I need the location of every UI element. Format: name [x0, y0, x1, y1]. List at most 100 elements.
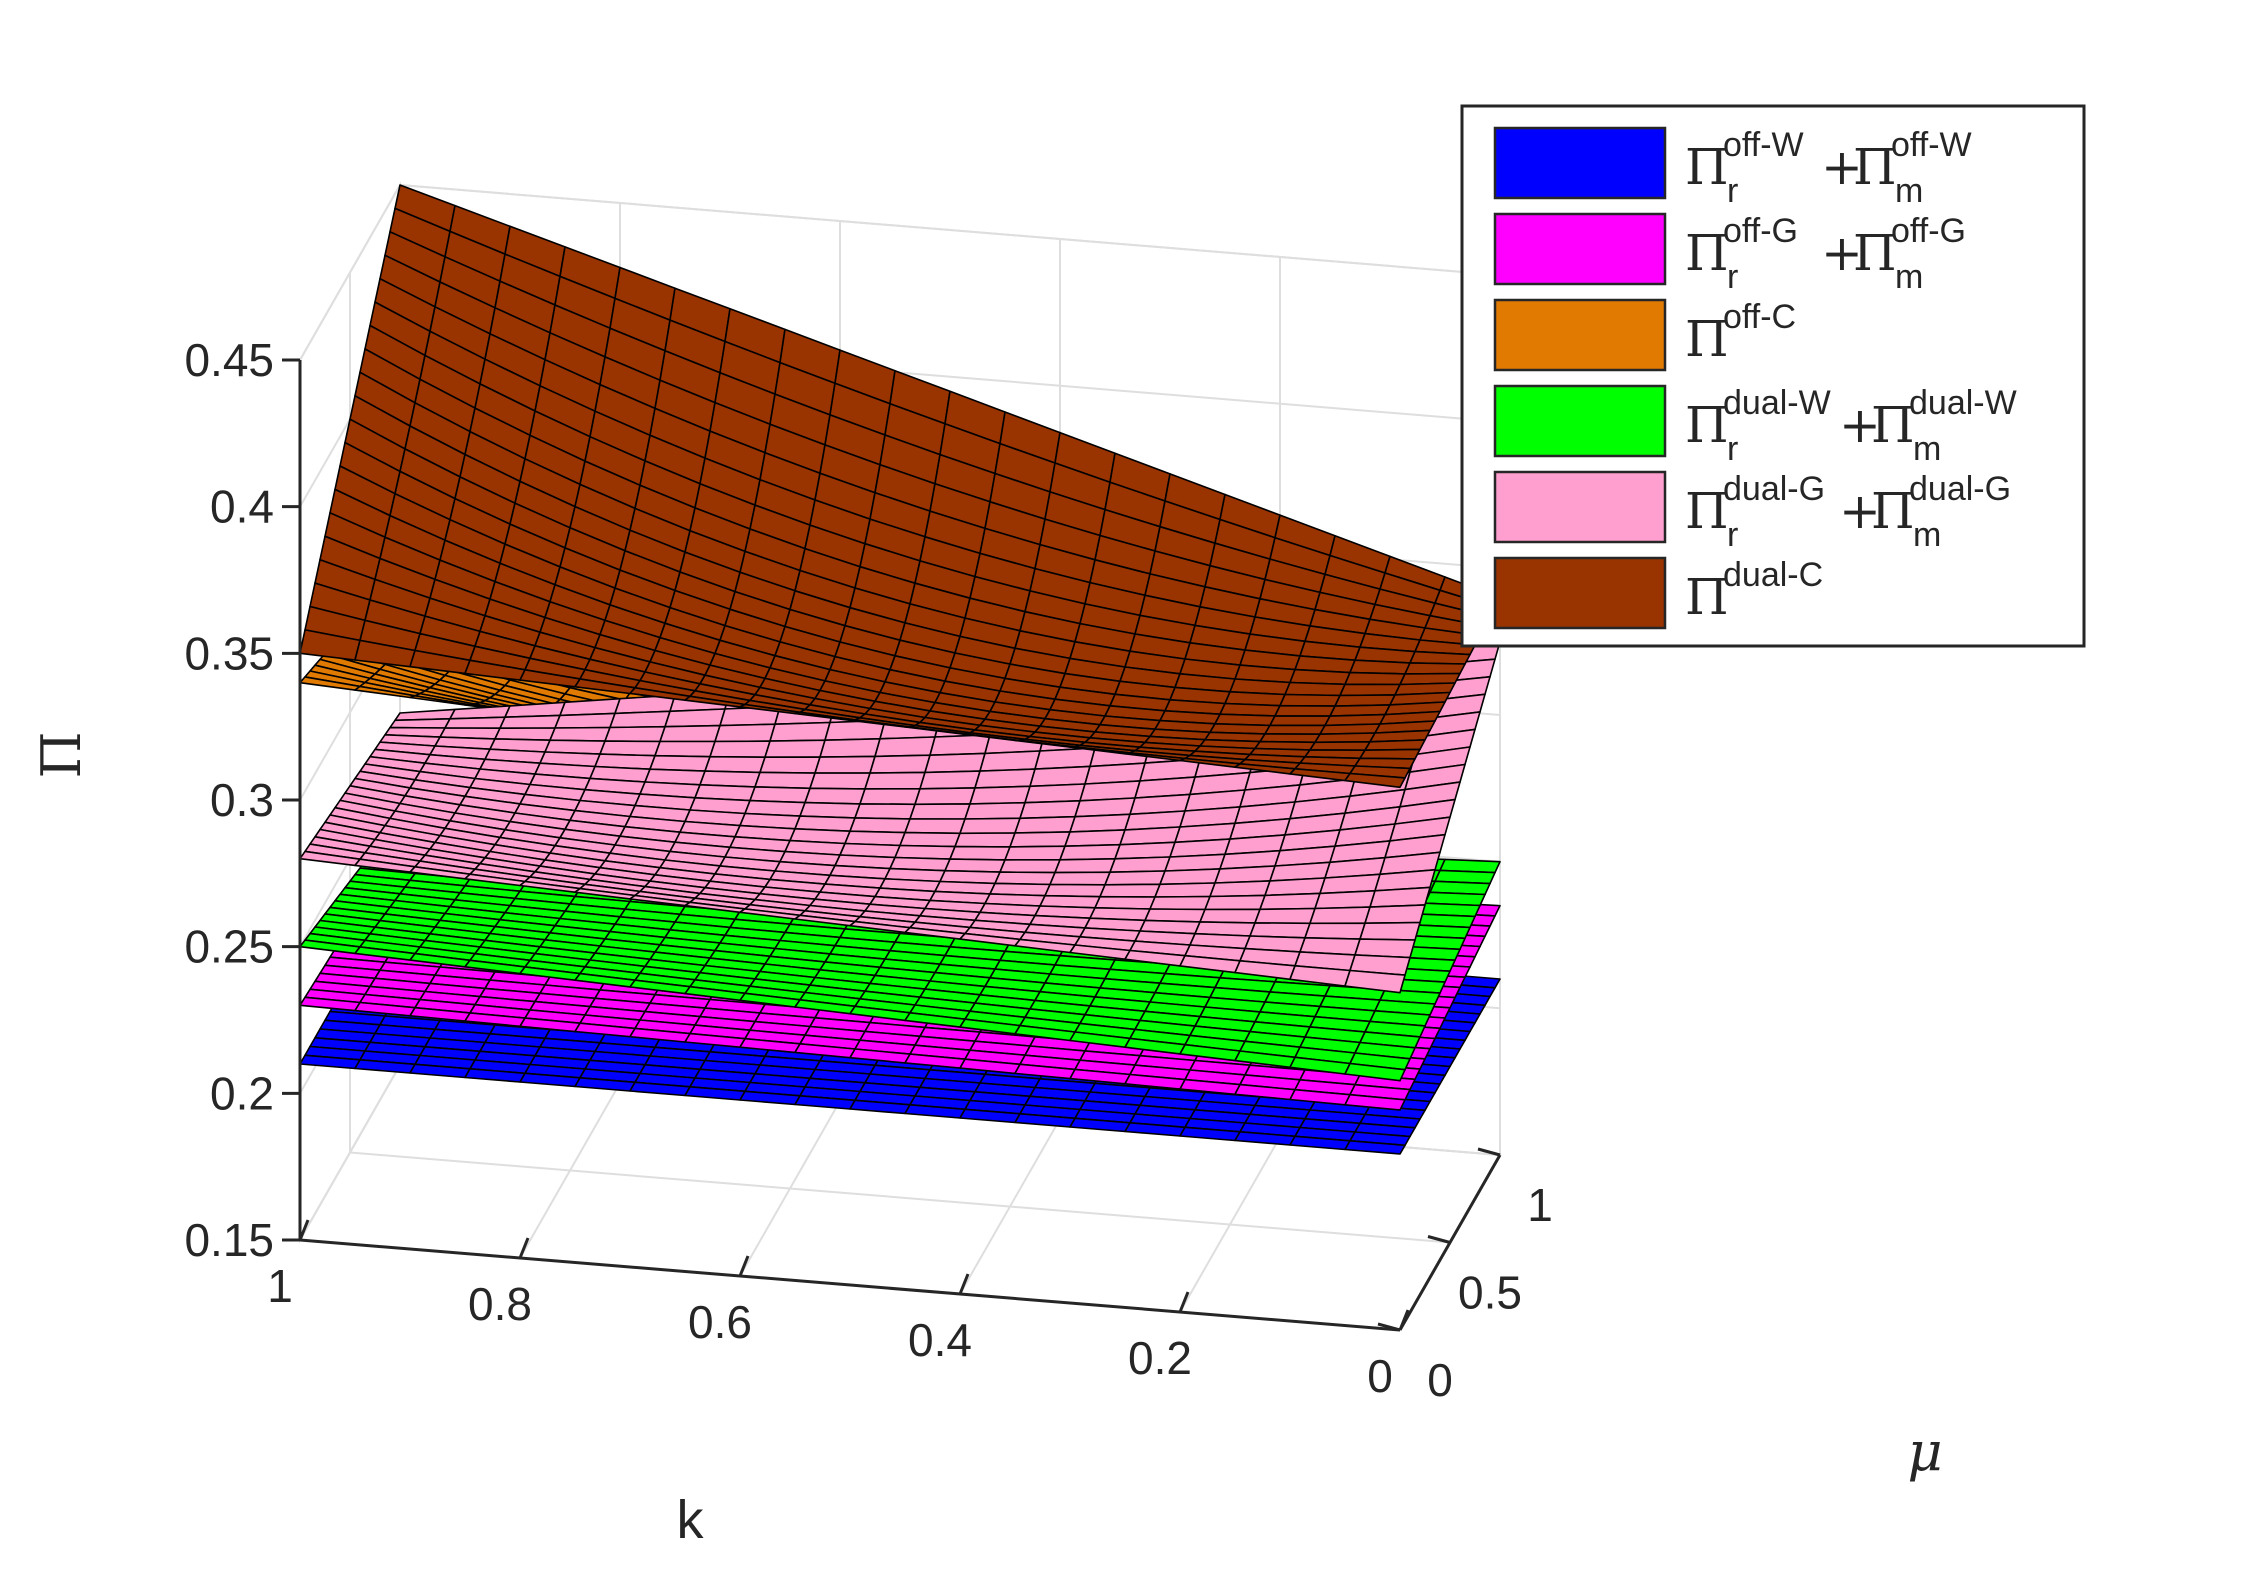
surface-patch: [1274, 704, 1336, 717]
surface-patch: [1349, 659, 1411, 675]
surface-patch: [704, 755, 766, 774]
legend-superscript: dual-G: [1723, 470, 1825, 508]
y-tick-mark: [1477, 1147, 1501, 1157]
legend-superscript: off-C: [1723, 298, 1796, 336]
surface-patch: [1204, 894, 1266, 911]
legend-subscript: m: [1913, 430, 1941, 468]
surface-patch: [804, 787, 866, 805]
legend-symbol: Π: [1853, 224, 1897, 282]
legend-subscript: r: [1727, 516, 1738, 554]
surface-patch: [854, 803, 916, 820]
surface-patch: [814, 755, 876, 774]
surface-patch: [554, 712, 616, 729]
legend-swatch: [1493, 126, 1667, 200]
legend-symbol: Π: [1685, 138, 1729, 196]
surface-patch: [1269, 715, 1331, 727]
legend-superscript: off-G: [1723, 212, 1798, 250]
z-tick-label: 0.35: [184, 627, 274, 679]
surface-patch: [819, 737, 881, 758]
surface-patch: [549, 726, 611, 742]
surface-patch: [1404, 662, 1466, 675]
surface-patch: [1314, 732, 1376, 744]
surface-patch: [1059, 843, 1121, 861]
legend-superscript: dual-W: [1723, 384, 1831, 422]
z-tick-label: 0.25: [184, 921, 274, 973]
surface-patch: [914, 787, 976, 806]
legend-superscript: dual-G: [1909, 470, 2011, 508]
y-tick-label: 1: [1527, 1179, 1553, 1231]
surface-patch: [909, 803, 971, 820]
legend-symbol: Π: [1871, 396, 1915, 454]
legend-swatch: [1493, 384, 1667, 458]
legend-superscript: dual-W: [1909, 384, 2017, 422]
legend-superscript: off-W: [1891, 126, 1972, 164]
legend-superscript: off-G: [1891, 212, 1966, 250]
x-tick-mark: [738, 1255, 750, 1277]
surface-patch: [969, 785, 1031, 805]
surface-patch: [1159, 868, 1221, 886]
y-tick-label: 0.5: [1458, 1267, 1522, 1319]
y-axis-label: μ: [1907, 1420, 1942, 1483]
surface-patch: [849, 817, 911, 834]
legend-swatch: [1493, 298, 1667, 372]
x-tick-label: 0.2: [1128, 1332, 1192, 1384]
legend-symbol: Π: [1685, 482, 1729, 540]
legend-symbol: Π: [1685, 396, 1729, 454]
surface-patch: [1369, 886, 1431, 908]
surface-patch: [859, 787, 921, 806]
surface-patch: [764, 739, 826, 759]
surface-patch: [1049, 871, 1111, 886]
surface-patch: [1284, 681, 1346, 697]
surface-patch: [759, 756, 821, 774]
x-tick-mark: [518, 1237, 530, 1259]
legend-symbol: Π: [1871, 482, 1915, 540]
surface-patch: [1344, 671, 1406, 686]
surface-patch: [1199, 908, 1261, 924]
surface-patch: [754, 771, 816, 790]
surface-patch: [1054, 857, 1116, 874]
legend-superscript: dual-C: [1723, 556, 1823, 594]
legend-plus: +: [1821, 224, 1863, 282]
z-axis-label: Π: [30, 731, 93, 778]
surface-patch: [1304, 922, 1366, 940]
x-tick-label: 0.6: [688, 1296, 752, 1348]
surface-patch: [959, 817, 1021, 835]
surface-patch: [1259, 892, 1321, 911]
surface-patch: [899, 831, 961, 848]
surface-patch: [714, 723, 776, 743]
surface-patch: [949, 845, 1011, 861]
surface-patch: [999, 858, 1061, 874]
legend-subscript: m: [1895, 258, 1923, 296]
surface-patch: [659, 724, 721, 743]
surface-patch: [954, 832, 1016, 848]
surface-patch: [609, 710, 671, 729]
surface-patch: [964, 801, 1026, 820]
legend-subscript: r: [1727, 430, 1738, 468]
surface-patch: [1024, 783, 1086, 804]
surface-patch: [809, 772, 871, 790]
surface-patch: [1114, 841, 1176, 860]
axes: Π k μ 0.15 0.2 0.25 0.3 0.35 0.4 0.45 0 0.2 0.4 0.…: [30, 334, 1943, 1550]
x-axis-label: k: [677, 1490, 705, 1550]
legend-swatch: [1493, 470, 1667, 544]
y-tick-mark: [1377, 1322, 1401, 1332]
surface-patch: [1409, 650, 1471, 665]
x-axis-line: [299, 1238, 1401, 1332]
surface-patch: [1044, 883, 1106, 898]
surface-patch: [1359, 921, 1421, 941]
surface-patch: [1004, 845, 1066, 861]
surface-patch: [1099, 883, 1161, 898]
legend-swatch: [1493, 212, 1667, 286]
surface-patch: [1344, 772, 1406, 789]
surface-patch: [919, 770, 981, 790]
surface-patch: [1154, 882, 1216, 898]
legend-plus: +: [1839, 396, 1881, 454]
legend-subscript: m: [1895, 172, 1923, 210]
surface-patch: [1209, 880, 1271, 898]
surface-patch: [1344, 969, 1406, 994]
